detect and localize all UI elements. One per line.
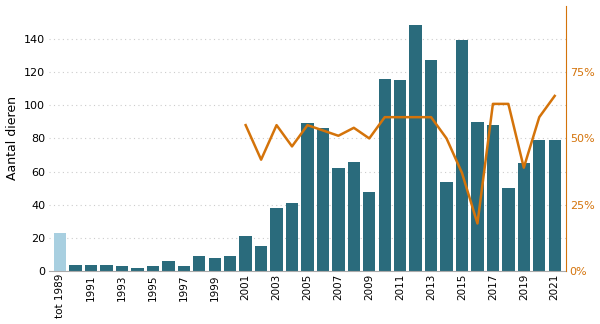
Bar <box>471 122 484 271</box>
Bar <box>317 128 329 271</box>
Bar <box>409 26 422 271</box>
Bar <box>347 162 360 271</box>
Bar <box>70 265 82 271</box>
Bar <box>286 203 298 271</box>
Bar <box>162 261 175 271</box>
Bar <box>116 266 128 271</box>
Bar <box>100 265 113 271</box>
Bar <box>131 268 143 271</box>
Bar <box>548 140 561 271</box>
Bar <box>85 265 97 271</box>
Bar <box>394 80 406 271</box>
Bar <box>332 168 344 271</box>
Bar <box>533 140 545 271</box>
Bar <box>456 40 468 271</box>
Bar <box>54 233 67 271</box>
Y-axis label: Aantal dieren: Aantal dieren <box>5 97 19 180</box>
Bar <box>502 188 515 271</box>
Bar <box>425 60 437 271</box>
Bar <box>379 79 391 271</box>
Bar <box>147 266 159 271</box>
Bar <box>224 256 236 271</box>
Bar <box>271 208 283 271</box>
Bar <box>193 256 205 271</box>
Bar <box>178 266 190 271</box>
Bar <box>363 191 376 271</box>
Bar <box>301 123 314 271</box>
Bar <box>255 246 267 271</box>
Bar <box>440 182 453 271</box>
Bar <box>239 237 252 271</box>
Bar <box>487 125 499 271</box>
Bar <box>518 163 530 271</box>
Bar <box>209 258 221 271</box>
